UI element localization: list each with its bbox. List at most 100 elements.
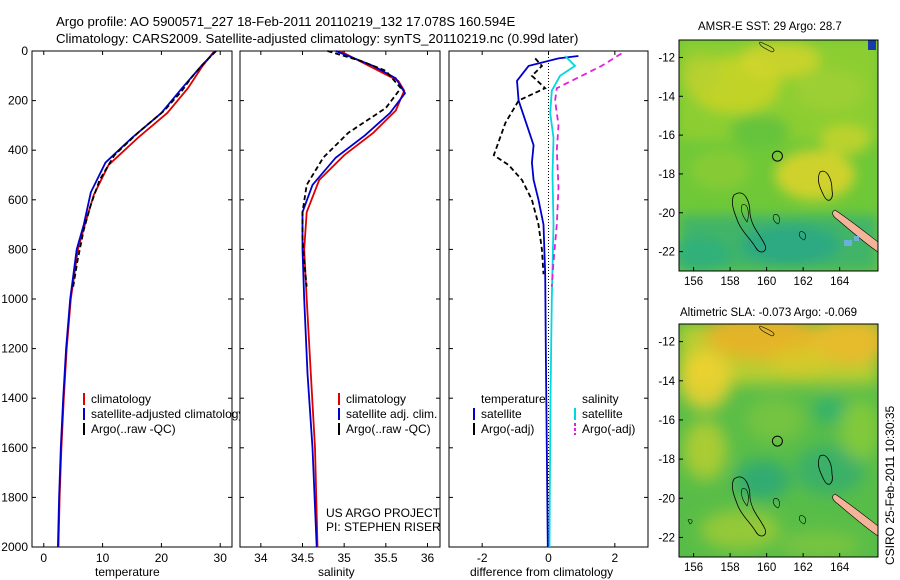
sla-map-ticks: 156 158 160 162 164 -12 -14 -16 -18 -20 -22 (658, 337, 849, 574)
x-tick-label: 30 (214, 551, 228, 565)
legend-header-salinity: salinity (582, 392, 619, 406)
x-tick-label: 36 (421, 551, 435, 565)
lat-tick-label: -14 (658, 91, 675, 103)
series-line-salinity-satellite (548, 55, 577, 548)
series-line-argo-raw-qc (72, 50, 217, 287)
legend-label-climatology: climatology (91, 392, 151, 406)
sst-map-panel: AMSR-E SST: 29 Argo: 28.7 (658, 21, 879, 288)
y-tick-label: 800 (8, 242, 28, 256)
sst-land-fill (832, 209, 878, 253)
project-annotation-line2: PI: STEPHEN RISER (326, 520, 441, 534)
sla-land-fill (832, 493, 878, 537)
legend-label-argo: Argo(..raw -QC) (346, 422, 431, 436)
legend-label-argo: Argo(..raw -QC) (91, 422, 176, 436)
difference-legend: temperature satellite Argo(-adj) salinit… (473, 392, 635, 436)
lon-tick-label: 164 (830, 562, 850, 574)
series-line-satellite-adjusted-climatology (57, 50, 217, 548)
temperature-axes-frame (31, 50, 233, 548)
footer-stamp: CSIRO 25-Feb-2011 10:30:35 (883, 405, 897, 565)
salinity-panel: 34 34.5 35 35.5 36 salinity climatology sate… (239, 50, 441, 579)
lon-tick-label: 158 (721, 276, 740, 288)
project-annotation-line1: US ARGO PROJECT (326, 506, 441, 520)
lat-tick-label: -20 (658, 208, 675, 220)
lon-tick-label: 160 (757, 276, 776, 288)
x-tick-label: 2 (611, 551, 618, 565)
legend-label-climatology: climatology (346, 392, 406, 406)
temperature-series (57, 50, 217, 548)
salinity-axis-ticks: 34 34.5 35 35.5 36 (240, 50, 440, 565)
difference-panel: -2 0 2 difference from climatology tempera… (448, 50, 649, 579)
temperature-legend: climatology satellite-adjusted climatolo… (83, 392, 244, 436)
y-tick-label: 1200 (1, 342, 28, 356)
x-tick-label: 34.5 (291, 551, 315, 565)
x-tick-label: 20 (155, 551, 169, 565)
salinity-legend: climatology satellite adj. clim. Argo(..… (338, 392, 437, 436)
sla-argo-location-marker (771, 435, 783, 447)
x-tick-label: 35.5 (374, 551, 398, 565)
legend-label-sal-satellite: satellite (582, 407, 623, 421)
lon-tick-label: 162 (794, 562, 813, 574)
sla-land-contours (687, 325, 878, 537)
sla-field (679, 324, 878, 557)
lon-tick-label: 162 (794, 276, 813, 288)
sst-map-ticks: 156 158 160 162 164 -12 -14 -16 -18 -20 -22 (658, 52, 849, 288)
sst-argo-location-marker (771, 150, 783, 162)
x-tick-label: 34 (254, 551, 268, 565)
sla-map-frame (678, 323, 879, 558)
lat-tick-label: -12 (658, 337, 675, 349)
series-line-satellite-adj-clim (301, 50, 407, 548)
series-line-temperature-argo-adj (492, 57, 547, 275)
salinity-xlabel: salinity (318, 565, 355, 579)
lon-tick-label: 164 (830, 276, 850, 288)
legend-label-sal-argo: Argo(-adj) (582, 422, 635, 436)
sst-map-title: AMSR-E SST: 29 Argo: 28.7 (698, 21, 842, 33)
difference-axes-frame (448, 50, 649, 548)
y-tick-label: 1600 (1, 441, 28, 455)
series-line-salinity-argo-adj (550, 52, 622, 287)
difference-series (492, 52, 622, 548)
temperature-panel: 0 200 400 600 800 1000 1200 1400 1600 1800 2000 0 1… (1, 44, 244, 579)
figure-title-line2: Climatology: CARS2009. Satellite-adjuste… (56, 31, 578, 46)
y-tick-label: 2000 (1, 540, 28, 554)
difference-xlabel: difference from climatology (470, 565, 613, 579)
series-line-argo-raw-qc (301, 50, 402, 287)
salinity-series (301, 50, 407, 548)
temperature-xlabel: temperature (95, 565, 160, 579)
legend-label-temp-argo: Argo(-adj) (481, 422, 534, 436)
lat-tick-label: -16 (658, 415, 675, 427)
lat-tick-label: -20 (658, 493, 675, 505)
sla-map-title: Altimetric SLA: -0.073 Argo: -0.069 (680, 307, 857, 319)
y-tick-label: 400 (8, 143, 28, 157)
depth-axis-ticks: 0 200 400 600 800 1000 1200 1400 1600 1800 2000 (1, 44, 232, 554)
legend-label-satellite: satellite-adjusted climatology (91, 407, 244, 421)
y-tick-label: 200 (8, 94, 28, 108)
sst-map-frame (678, 39, 879, 272)
difference-axis-ticks: -2 0 2 (449, 50, 648, 565)
lat-tick-label: -16 (658, 130, 675, 142)
sla-map-panel: Altimetric SLA: -0.073 Argo: -0.069 (658, 307, 879, 574)
lat-tick-label: -18 (658, 169, 675, 181)
lat-tick-label: -22 (658, 247, 675, 259)
figure-title-line1: Argo profile: AO 5900571_227 18-Feb-2011… (56, 14, 515, 29)
x-tick-label: -2 (477, 551, 488, 565)
sst-land-contours (731, 40, 878, 253)
lon-tick-label: 160 (757, 562, 776, 574)
sst-field (679, 40, 878, 271)
y-tick-label: 600 (8, 193, 28, 207)
lat-tick-label: -14 (658, 376, 675, 388)
y-tick-label: 1000 (1, 292, 28, 306)
lon-tick-label: 156 (684, 276, 703, 288)
lon-tick-label: 156 (684, 562, 703, 574)
y-tick-label: 1400 (1, 391, 28, 405)
x-tick-label: 10 (96, 551, 110, 565)
salinity-axes-frame (239, 50, 441, 548)
lat-tick-label: -22 (658, 532, 675, 544)
x-tick-label: 0 (545, 551, 552, 565)
y-tick-label: 1800 (1, 490, 28, 504)
legend-label-temp-satellite: satellite (481, 407, 522, 421)
lat-tick-label: -18 (658, 454, 675, 466)
y-tick-label: 0 (21, 44, 28, 58)
lon-tick-label: 158 (721, 562, 740, 574)
legend-header-temperature: temperature (481, 392, 546, 406)
